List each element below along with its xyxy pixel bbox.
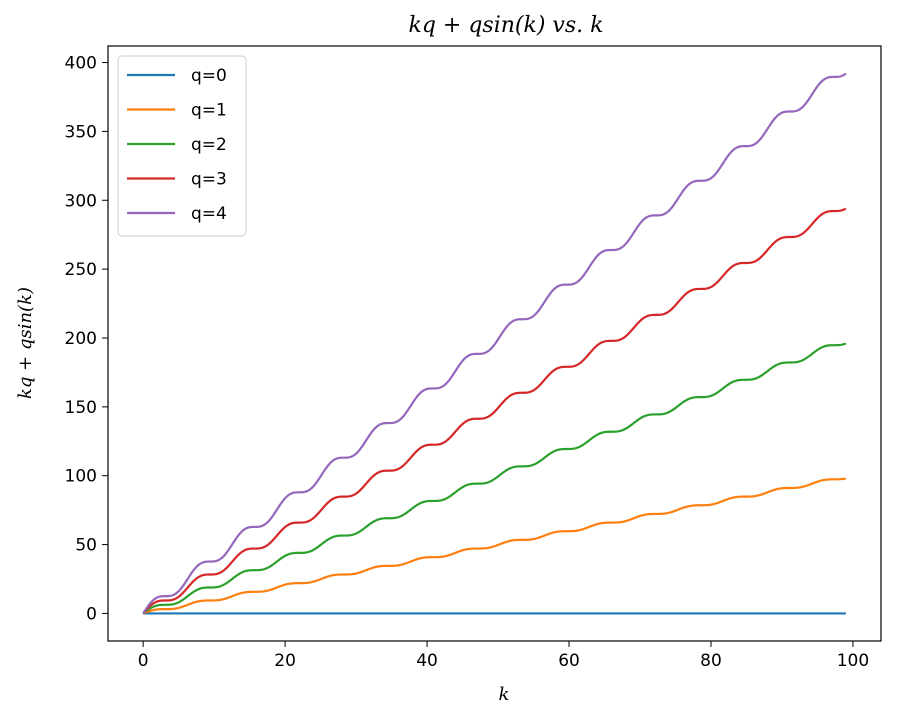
x-axis-label: k [499, 684, 510, 705]
x-tick-label: 20 [274, 651, 296, 671]
plot-frame [107, 45, 882, 642]
y-tick-label: 350 [65, 122, 97, 142]
x-axis-ticks: 0 20 40 60 80 100 [138, 641, 869, 671]
y-axis-label: kq + qsin(k) [15, 287, 36, 399]
y-tick-label: 100 [65, 467, 97, 487]
y-axis-ticks: 0 50 100 150 200 250 300 350 400 [65, 54, 108, 624]
y-tick-label: 50 [75, 536, 97, 556]
legend-label-q=0: q=0 [191, 66, 227, 86]
legend-label-q=1: q=1 [191, 101, 227, 121]
chart-title: kq + qsin(k) vs. k [409, 13, 604, 38]
legend-box [117, 55, 247, 237]
series-layer [142, 72, 847, 615]
y-tick-label: 0 [86, 604, 97, 624]
y-tick-label: 250 [65, 260, 97, 280]
x-tick-label: 40 [416, 651, 438, 671]
series-line-q=3 [142, 207, 847, 615]
legend-label-q=3: q=3 [191, 170, 227, 190]
y-tick-label: 300 [65, 191, 97, 211]
x-tick-label: 0 [138, 651, 149, 671]
x-tick-label: 80 [700, 651, 722, 671]
series-line-q=2 [142, 342, 847, 615]
legend-label-q=2: q=2 [191, 135, 227, 155]
y-tick-label: 200 [65, 329, 97, 349]
y-tick-label: 400 [65, 54, 97, 74]
series-line-q=1 [142, 477, 847, 615]
y-tick-label: 150 [65, 398, 97, 418]
x-tick-label: 60 [558, 651, 580, 671]
series-line-q=4 [142, 72, 847, 615]
legend-label-q=4: q=4 [191, 204, 227, 224]
legend: q=0 q=1 q=2 q=3 q=4 [117, 55, 247, 237]
x-tick-label: 100 [837, 651, 869, 671]
